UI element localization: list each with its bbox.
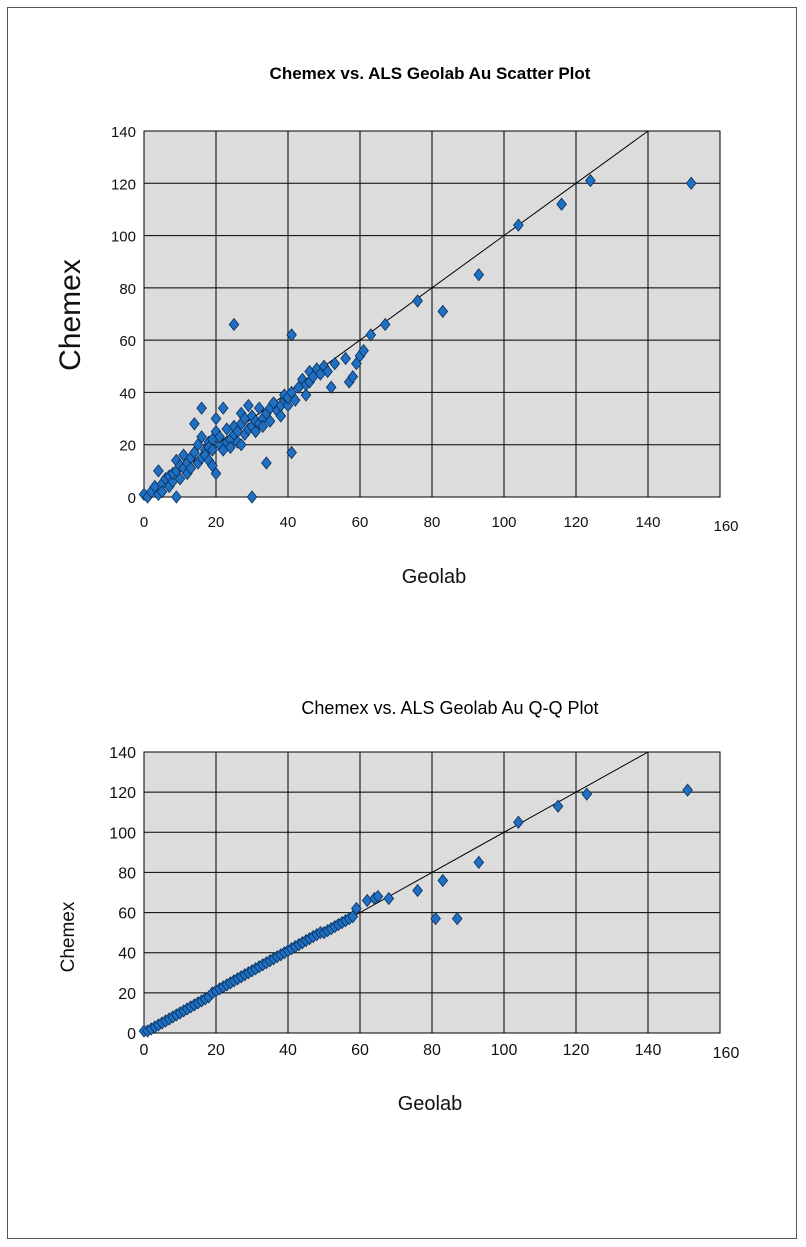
data-point xyxy=(358,343,369,358)
x-tick-label: 0 xyxy=(140,1042,149,1059)
data-point xyxy=(585,174,596,188)
y-tick-label: 100 xyxy=(111,229,136,246)
data-point xyxy=(261,456,272,470)
data-point xyxy=(552,799,564,813)
data-point xyxy=(473,855,485,870)
data-point xyxy=(264,414,276,428)
data-point xyxy=(228,317,240,332)
data-point xyxy=(347,370,359,384)
data-point xyxy=(682,783,693,797)
x-tick-label: 160 xyxy=(713,1045,740,1062)
data-point xyxy=(189,417,200,431)
x-axis-label: Geolab xyxy=(398,1093,463,1115)
data-point xyxy=(556,197,567,211)
x-tick-label: 20 xyxy=(208,514,225,531)
data-point xyxy=(207,443,218,457)
data-point xyxy=(275,409,287,423)
data-point xyxy=(379,317,391,332)
data-point xyxy=(243,398,254,413)
data-point xyxy=(171,490,182,504)
data-point xyxy=(437,304,449,319)
data-point xyxy=(153,464,164,478)
qq-chart: Chemex vs. ALS Geolab Au Q-Q Plot Geolab… xyxy=(58,698,739,1115)
scatter-chart: Chemex vs. ALS Geolab Au Scatter Plot Ge… xyxy=(54,64,739,588)
data-point xyxy=(685,176,697,190)
y-axis-label: Chemex xyxy=(54,259,87,371)
x-tick-label: 160 xyxy=(713,518,738,535)
data-point xyxy=(451,911,463,926)
data-point xyxy=(185,461,197,475)
data-point xyxy=(351,901,362,916)
chart-title: Chemex vs. ALS Geolab Au Scatter Plot xyxy=(270,64,591,83)
chart-title: Chemex vs. ALS Geolab Au Q-Q Plot xyxy=(301,698,598,718)
y-tick-label: 100 xyxy=(109,825,136,842)
data-point xyxy=(581,787,593,801)
data-point xyxy=(210,466,222,481)
data-point xyxy=(156,485,168,499)
data-point xyxy=(437,873,449,888)
data-point xyxy=(412,883,423,898)
x-tick-label: 60 xyxy=(351,1042,369,1059)
y-tick-label: 0 xyxy=(127,1026,136,1043)
x-tick-label: 80 xyxy=(423,1042,441,1059)
y-tick-label: 80 xyxy=(118,865,136,882)
data-point xyxy=(217,401,229,415)
x-tick-label: 40 xyxy=(279,1042,297,1059)
data-point xyxy=(174,472,186,486)
y-axis-label: Chemex xyxy=(58,901,79,972)
data-point xyxy=(412,294,423,308)
data-point xyxy=(322,364,333,379)
x-tick-label: 0 xyxy=(140,514,148,531)
data-point xyxy=(372,889,384,904)
data-point xyxy=(235,438,247,452)
data-point xyxy=(289,393,301,407)
y-tick-label: 120 xyxy=(109,785,136,802)
data-point xyxy=(473,268,485,282)
x-tick-label: 120 xyxy=(563,1042,590,1059)
y-tick-label: 140 xyxy=(109,745,136,762)
x-tick-label: 100 xyxy=(491,514,516,531)
data-point xyxy=(225,440,236,454)
page-frame xyxy=(7,7,797,1239)
data-point xyxy=(325,380,337,394)
y-tick-label: 60 xyxy=(119,333,136,350)
data-point xyxy=(282,398,294,413)
y-tick-label: 0 xyxy=(128,490,136,507)
y-tick-label: 20 xyxy=(118,986,136,1003)
data-point xyxy=(513,815,524,829)
x-tick-label: 120 xyxy=(563,514,588,531)
y-tick-label: 60 xyxy=(118,906,136,923)
data-point xyxy=(214,430,225,444)
y-tick-label: 40 xyxy=(119,385,136,402)
data-point xyxy=(430,911,441,926)
data-point xyxy=(210,411,222,426)
x-tick-label: 100 xyxy=(491,1042,518,1059)
x-axis-label: Geolab xyxy=(402,566,467,588)
data-point xyxy=(340,351,351,366)
x-tick-label: 20 xyxy=(207,1042,225,1059)
data-point xyxy=(257,419,269,434)
x-tick-label: 40 xyxy=(280,514,297,531)
data-point xyxy=(196,430,207,444)
y-tick-label: 140 xyxy=(111,124,136,141)
x-tick-label: 80 xyxy=(424,514,441,531)
y-tick-label: 40 xyxy=(118,946,136,963)
data-point xyxy=(246,490,258,504)
data-point xyxy=(286,328,297,342)
x-tick-label: 60 xyxy=(352,514,369,531)
y-tick-label: 120 xyxy=(111,176,136,193)
data-point xyxy=(286,445,297,460)
data-point xyxy=(329,357,341,371)
data-point xyxy=(513,218,524,232)
data-point xyxy=(253,401,265,415)
data-point xyxy=(300,388,312,402)
data-point xyxy=(196,401,207,415)
y-tick-label: 20 xyxy=(119,438,136,455)
y-tick-label: 80 xyxy=(119,281,136,298)
data-point xyxy=(365,328,377,342)
x-tick-label: 140 xyxy=(635,514,660,531)
data-point xyxy=(383,891,395,906)
x-tick-label: 140 xyxy=(635,1042,662,1059)
